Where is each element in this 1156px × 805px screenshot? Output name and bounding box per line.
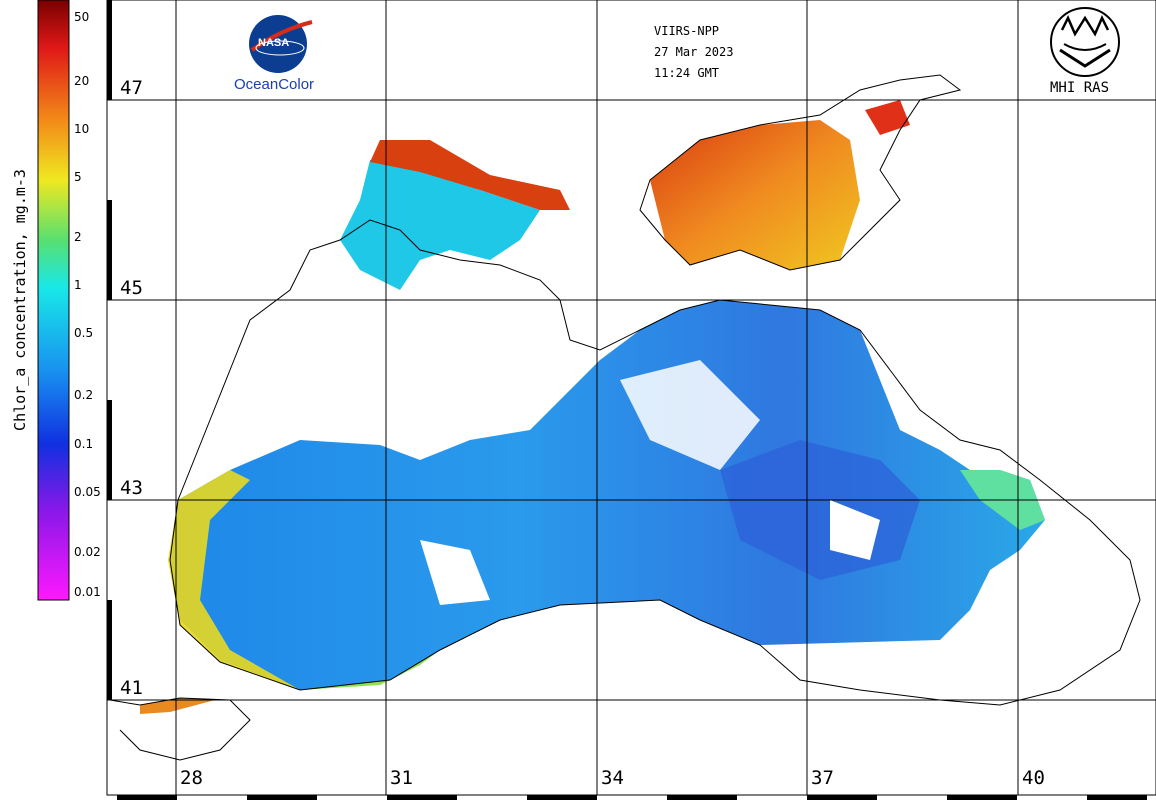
colorbar-tick-label: 0.01 bbox=[74, 585, 101, 599]
mhi-ras-logo bbox=[1050, 7, 1120, 77]
latitude-label: 47 bbox=[120, 77, 143, 99]
sea-northwest-shelf bbox=[340, 160, 540, 290]
nasa-logo bbox=[249, 15, 313, 73]
longitude-label: 34 bbox=[601, 767, 624, 789]
nasa-logo-text: NASA bbox=[258, 37, 290, 49]
sea-dnieper-plume bbox=[370, 140, 570, 210]
colorbar-tick-label: 0.05 bbox=[74, 485, 101, 499]
coastlines bbox=[109, 74, 1141, 761]
time-label: 11:24 GMT bbox=[654, 66, 720, 80]
colorbar-tick-label: 0.2 bbox=[74, 388, 94, 402]
latitude-label: 41 bbox=[120, 677, 143, 699]
longitude-label: 37 bbox=[811, 767, 834, 789]
colorbar-tick-label: 0.5 bbox=[74, 326, 94, 340]
axis-scale-bars bbox=[107, 0, 1147, 800]
coastline-black-sea bbox=[169, 219, 1141, 706]
colorbar-tick-label: 10 bbox=[74, 122, 90, 136]
latitude-label: 45 bbox=[120, 277, 143, 299]
colorbar-title: Chlor_a concentration, mg.m-3 bbox=[11, 169, 29, 431]
coastline-bosporus bbox=[109, 697, 251, 761]
sea-coastal-band-west bbox=[168, 470, 300, 690]
sensor-label: VIIRS-NPP bbox=[654, 24, 720, 38]
date-label: 27 Mar 2023 bbox=[654, 45, 734, 59]
colorbar-tick-label: 5 bbox=[74, 170, 82, 184]
sea-cloud-gap-3 bbox=[400, 260, 560, 400]
colorbar-tick-label: 20 bbox=[74, 74, 90, 88]
longitude-label: 40 bbox=[1022, 767, 1045, 789]
longitude-label: 28 bbox=[180, 767, 203, 789]
sea-open-water bbox=[170, 300, 1045, 690]
sea-taganrog bbox=[865, 100, 910, 135]
colorbar-ramp bbox=[37, 0, 70, 601]
colorbar-tick-label: 2 bbox=[74, 230, 82, 244]
colorbar bbox=[37, 0, 70, 601]
coastline-azov bbox=[639, 74, 962, 271]
oceancolor-label: OceanColor bbox=[234, 76, 315, 93]
sea-cloud-gap-4 bbox=[830, 500, 880, 560]
sea-cloud-gap-1 bbox=[420, 540, 490, 605]
graticule bbox=[107, 0, 1156, 795]
colorbar-tick-label: 50 bbox=[74, 10, 90, 24]
colorbar-tick-label: 0.02 bbox=[74, 545, 101, 559]
mhi-ras-label: MHI RAS bbox=[1050, 80, 1110, 96]
latitude-label: 43 bbox=[120, 477, 143, 499]
colorbar-tick-label: 1 bbox=[74, 278, 82, 292]
longitude-label: 31 bbox=[390, 767, 413, 789]
colorbar-tick-label: 0.1 bbox=[74, 437, 94, 451]
sea-cloud-gap-2 bbox=[620, 360, 760, 470]
